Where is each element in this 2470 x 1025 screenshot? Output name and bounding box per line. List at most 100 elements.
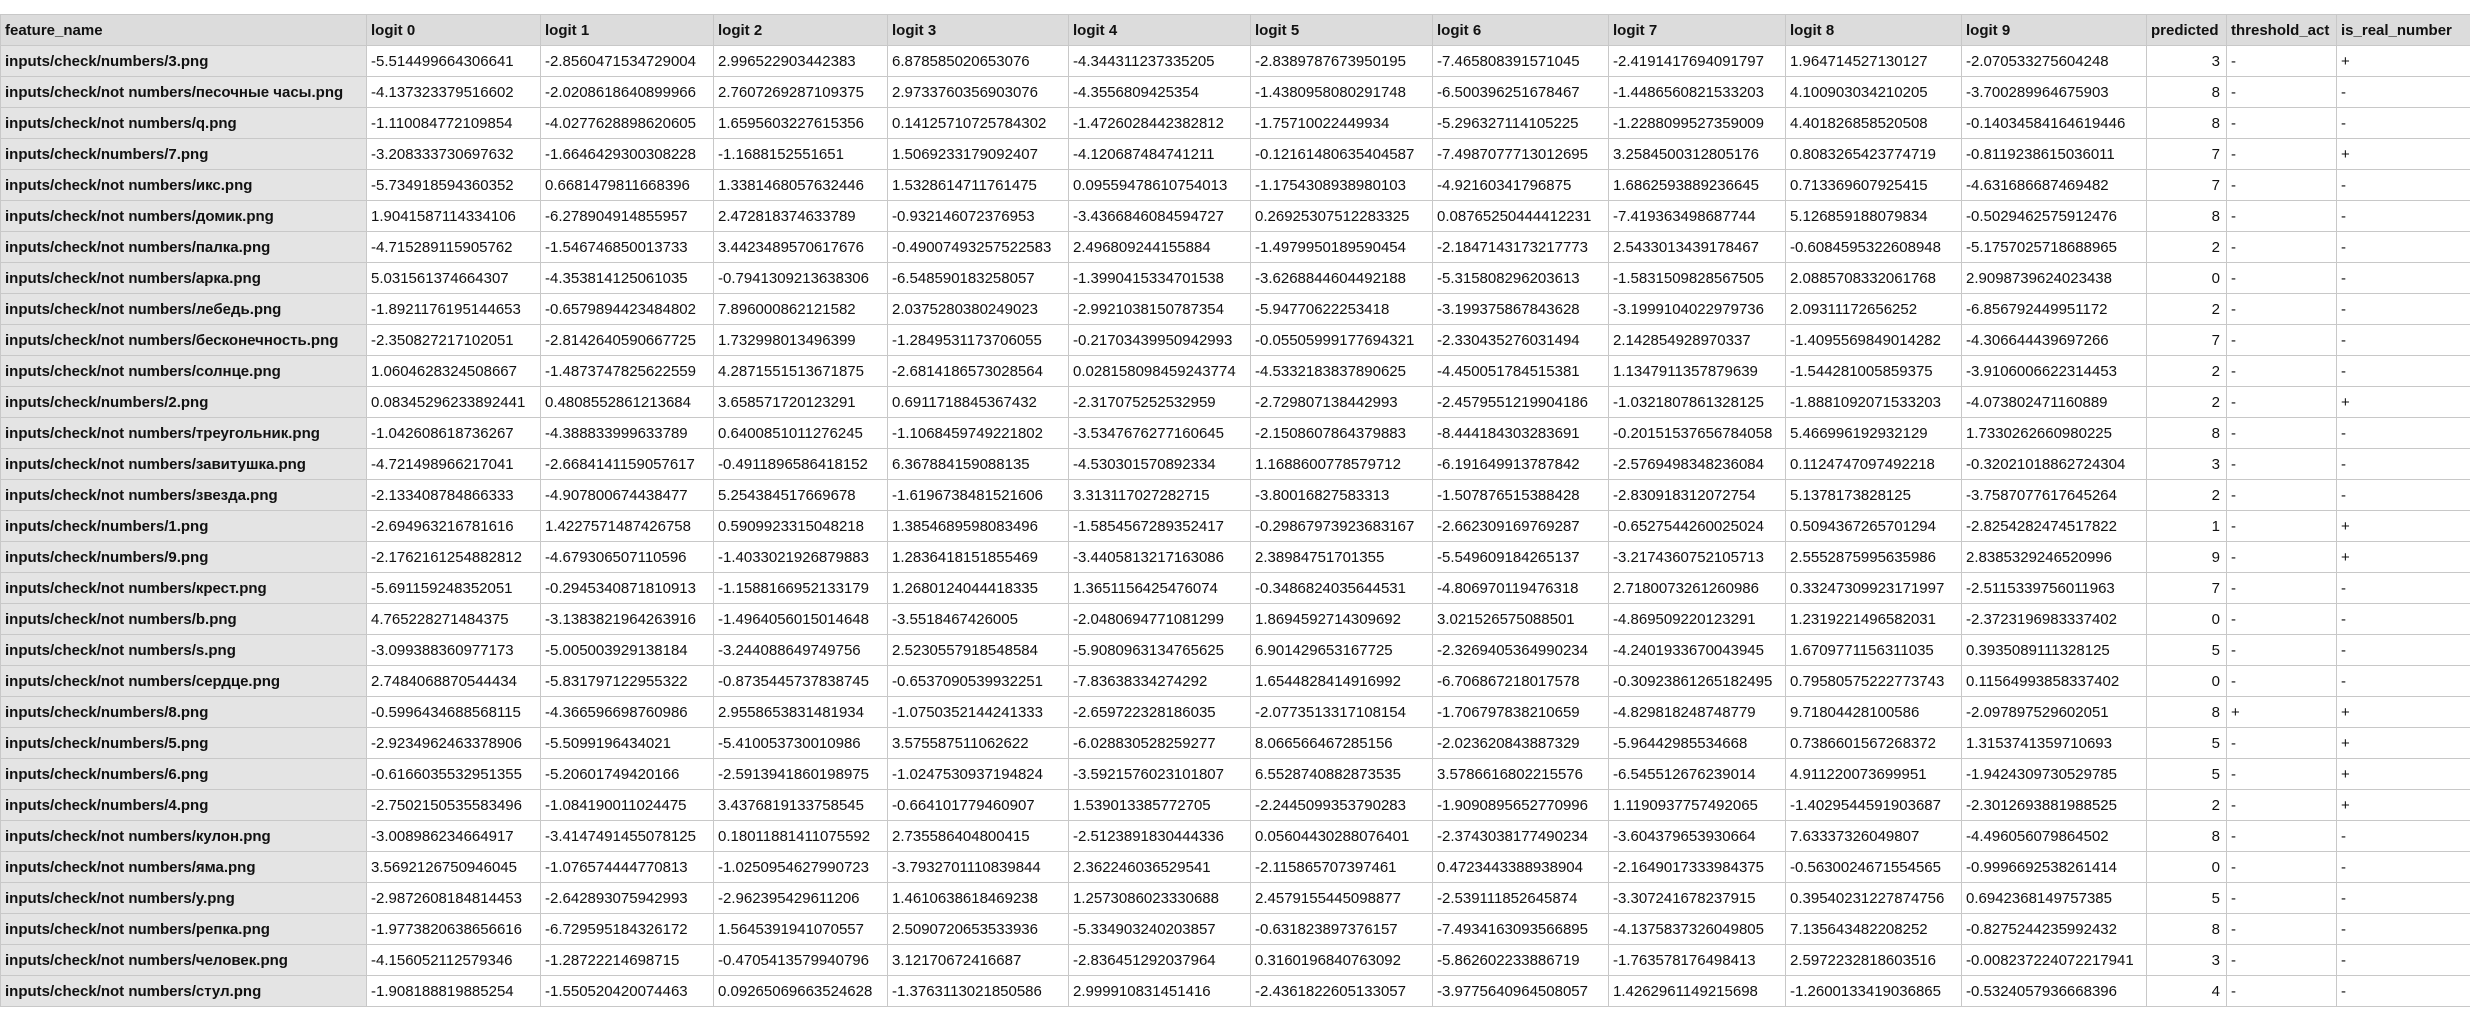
table-cell[interactable]: 4.765228271484375 bbox=[366, 603, 541, 635]
table-cell[interactable]: - bbox=[2336, 107, 2470, 139]
table-cell[interactable]: -5.96442985534668 bbox=[1608, 727, 1786, 759]
table-cell[interactable]: -0.5996434688568115 bbox=[366, 696, 541, 728]
table-cell[interactable]: -0.6084595322608948 bbox=[1785, 231, 1962, 263]
table-cell[interactable]: -3.1383821964263916 bbox=[540, 603, 714, 635]
table-cell[interactable]: 1.9041587114334106 bbox=[366, 200, 541, 232]
table-cell[interactable]: -0.8735445737838745 bbox=[713, 665, 888, 697]
table-cell[interactable]: 7.135643482208252 bbox=[1785, 913, 1962, 945]
table-row[interactable]: inputs/check/not numbers/звезда.png -2.13… bbox=[0, 479, 2470, 511]
table-cell[interactable]: -4.679306507110596 bbox=[540, 541, 714, 573]
table-cell[interactable]: -1.2288099527359009 bbox=[1608, 107, 1786, 139]
table-cell[interactable]: -2.3170752525329​59 bbox=[1068, 386, 1251, 418]
table-row[interactable]: inputs/check/not numbers/b.png 4.76522827… bbox=[0, 603, 2470, 635]
table-cell[interactable]: -0.49007493257522583 bbox=[887, 231, 1069, 263]
table-cell[interactable]: -2.6814186573028564 bbox=[887, 355, 1069, 387]
table-cell[interactable]: -5.691159248352051 bbox=[366, 572, 541, 604]
table-cell[interactable]: - bbox=[2226, 231, 2337, 263]
table-cell[interactable]: - bbox=[2336, 975, 2470, 1007]
table-cell[interactable]: 0.18011881411075592 bbox=[713, 820, 888, 852]
table-cell[interactable]: -2.8389787673950195 bbox=[1250, 45, 1433, 77]
table-row[interactable]: inputs/check/not numbers/кулон.png -3.008… bbox=[0, 820, 2470, 852]
table-row[interactable]: inputs/check/numbers/9.png -2.17621612548… bbox=[0, 541, 2470, 573]
feature-name-cell[interactable]: inputs/check/not numbers/сердце.png bbox=[0, 665, 367, 697]
table-cell[interactable]: + bbox=[2336, 758, 2470, 790]
table-row[interactable]: inputs/check/numbers/1.png -2.69496321678… bbox=[0, 510, 2470, 542]
table-cell[interactable]: -7.83638334274292 bbox=[1068, 665, 1251, 697]
table-cell[interactable]: 7 bbox=[2146, 138, 2227, 170]
table-cell[interactable]: -4.240193367004394​5 bbox=[1608, 634, 1786, 666]
table-cell[interactable]: -1.5854567289352417 bbox=[1068, 510, 1251, 542]
table-cell[interactable]: + bbox=[2336, 138, 2470, 170]
table-cell[interactable]: + bbox=[2336, 789, 2470, 821]
table-cell[interactable]: 5 bbox=[2146, 758, 2227, 790]
table-cell[interactable]: -0.7941309213638306 bbox=[713, 262, 888, 294]
feature-name-cell[interactable]: inputs/check/not numbers/крест.png bbox=[0, 572, 367, 604]
table-cell[interactable]: 8.066566467285156 bbox=[1250, 727, 1433, 759]
table-cell[interactable]: -1.977382063865661​6 bbox=[366, 913, 541, 945]
table-row[interactable]: inputs/check/numbers/6.png -0.61660355329… bbox=[0, 758, 2470, 790]
table-cell[interactable]: 1.7330262660980225 bbox=[1961, 417, 2147, 449]
table-cell[interactable]: -4.450051784515381 bbox=[1432, 355, 1609, 387]
table-cell[interactable]: - bbox=[2226, 820, 2337, 852]
table-cell[interactable]: 0.7958057522277374​3 bbox=[1785, 665, 1962, 697]
table-cell[interactable]: -6.19164991378784​2 bbox=[1432, 448, 1609, 480]
column-header[interactable]: logit 3 bbox=[887, 14, 1069, 46]
table-cell[interactable]: - bbox=[2336, 913, 2470, 945]
table-cell[interactable]: 8 bbox=[2146, 107, 2227, 139]
table-cell[interactable]: -1.0750352144241333 bbox=[887, 696, 1069, 728]
table-cell[interactable]: 9.718044281005​86 bbox=[1785, 696, 1962, 728]
table-cell[interactable]: -5.831797122955322 bbox=[540, 665, 714, 697]
table-cell[interactable]: - bbox=[2226, 386, 2337, 418]
table-cell[interactable]: - bbox=[2336, 76, 2470, 108]
table-cell[interactable]: -3.6268844604492188 bbox=[1250, 262, 1433, 294]
table-cell[interactable]: - bbox=[2336, 882, 2470, 914]
table-cell[interactable]: - bbox=[2226, 510, 2337, 542]
table-cell[interactable]: 0.713369607925415 bbox=[1785, 169, 1962, 201]
table-cell[interactable]: 1.3651156425476074 bbox=[1068, 572, 1251, 604]
table-cell[interactable]: -6.729595184326172 bbox=[540, 913, 714, 945]
table-cell[interactable]: -1.1068459749221802 bbox=[887, 417, 1069, 449]
table-cell[interactable]: -7.4987077713012695 bbox=[1432, 138, 1609, 170]
feature-name-cell[interactable]: inputs/check/not numbers/арка.png bbox=[0, 262, 367, 294]
table-cell[interactable]: -2.9234962463378906 bbox=[366, 727, 541, 759]
table-cell[interactable]: -3.604379653930664 bbox=[1608, 820, 1786, 852]
table-cell[interactable]: -5.334903240203857 bbox=[1068, 913, 1251, 945]
table-cell[interactable]: 2 bbox=[2146, 293, 2227, 325]
table-cell[interactable]: - bbox=[2226, 913, 2337, 945]
table-cell[interactable]: - bbox=[2226, 107, 2337, 139]
table-cell[interactable]: -2.1508607864379883 bbox=[1250, 417, 1433, 449]
table-cell[interactable]: -5.315808296203613 bbox=[1432, 262, 1609, 294]
table-cell[interactable]: 5.126859188079834 bbox=[1785, 200, 1962, 232]
table-cell[interactable]: 1.134791135787963​9 bbox=[1608, 355, 1786, 387]
table-cell[interactable]: -1.4029544591903687 bbox=[1785, 789, 1962, 821]
table-cell[interactable]: - bbox=[2336, 169, 2470, 201]
table-cell[interactable]: - bbox=[2336, 944, 2470, 976]
table-cell[interactable]: 0.6911718845367432 bbox=[887, 386, 1069, 418]
table-cell[interactable]: -2.0208618640899966 bbox=[540, 76, 714, 108]
table-cell[interactable]: -0.2945340871810913 bbox=[540, 572, 714, 604]
table-cell[interactable]: -1.4964056015014648 bbox=[713, 603, 888, 635]
table-cell[interactable]: 1.4262961149215698 bbox=[1608, 975, 1786, 1007]
table-cell[interactable]: 1.539013385772705 bbox=[1068, 789, 1251, 821]
table-row[interactable]: inputs/check/not numbers/завитушка.png -4… bbox=[0, 448, 2470, 480]
table-cell[interactable]: - bbox=[2336, 200, 2470, 232]
table-cell[interactable]: -0.8119238615036011 bbox=[1961, 138, 2147, 170]
table-cell[interactable]: -2.115865707397461 bbox=[1250, 851, 1433, 883]
table-cell[interactable]: -5.734918594360352 bbox=[366, 169, 541, 201]
table-cell[interactable]: - bbox=[2226, 200, 2337, 232]
table-cell[interactable]: 4.401826858520508 bbox=[1785, 107, 1962, 139]
feature-name-cell[interactable]: inputs/check/not numbers/s.png bbox=[0, 634, 367, 666]
table-cell[interactable]: + bbox=[2336, 696, 2470, 728]
table-cell[interactable]: - bbox=[2226, 45, 2337, 77]
table-cell[interactable]: - bbox=[2336, 572, 2470, 604]
table-cell[interactable]: 2.0375280380249023 bbox=[887, 293, 1069, 325]
table-cell[interactable]: -4.366596698760986 bbox=[540, 696, 714, 728]
table-cell[interactable]: -1.0250954627990723 bbox=[713, 851, 888, 883]
table-cell[interactable]: -3.099388360977173 bbox=[366, 634, 541, 666]
table-cell[interactable]: - bbox=[2226, 324, 2337, 356]
table-cell[interactable]: -2.1649017333984375 bbox=[1608, 851, 1786, 883]
table-cell[interactable]: -6.706867218017578 bbox=[1432, 665, 1609, 697]
table-cell[interactable]: - bbox=[2336, 417, 2470, 449]
table-cell[interactable]: - bbox=[2336, 448, 2470, 480]
table-cell[interactable]: - bbox=[2226, 634, 2337, 666]
